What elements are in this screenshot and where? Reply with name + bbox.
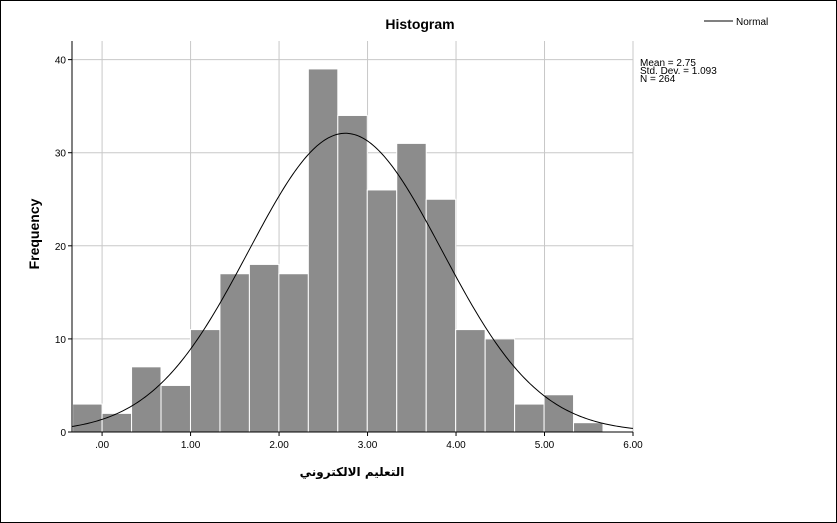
x-axis-label: التعليم الالكتروني xyxy=(300,465,405,480)
y-tick-label: 40 xyxy=(55,56,67,67)
histogram-bar xyxy=(543,394,575,433)
histogram-bar xyxy=(219,273,250,433)
x-tick-label: 2.00 xyxy=(269,440,289,451)
x-tick-label: 3.00 xyxy=(358,440,378,451)
y-axis-ticks: 0 10 20 30 40 xyxy=(55,56,72,439)
legend: Normal xyxy=(704,17,768,28)
stats-line: N = 264 xyxy=(640,74,676,85)
y-tick-label: 20 xyxy=(55,242,67,253)
histogram-bar xyxy=(573,422,604,433)
histogram-bar xyxy=(337,114,368,433)
histogram-bar xyxy=(160,384,191,433)
chart-title: Histogram xyxy=(385,16,454,32)
histogram-bar xyxy=(189,329,221,433)
histogram-bars xyxy=(72,68,604,433)
y-tick-label: 0 xyxy=(60,428,66,439)
x-tick-label: .00 xyxy=(95,440,109,451)
histogram-bar xyxy=(425,198,457,433)
x-tick-label: 5.00 xyxy=(535,440,555,451)
normal-curve xyxy=(71,132,634,429)
histogram-bar xyxy=(307,68,339,433)
x-axis-ticks: .00 1.00 2.00 3.00 4.00 5.00 6.00 xyxy=(95,432,643,451)
histogram-bar xyxy=(101,412,133,433)
histogram-bar xyxy=(131,366,162,433)
stats-line: Std. Dev. = 1.093 xyxy=(640,66,717,77)
x-tick-label: 1.00 xyxy=(181,440,201,451)
y-tick-label: 30 xyxy=(55,149,67,160)
histogram-bar xyxy=(455,329,486,433)
histogram-bar xyxy=(366,189,398,433)
histogram-bar xyxy=(248,263,280,433)
x-tick-label: 6.00 xyxy=(623,440,643,451)
histogram-bar xyxy=(72,403,103,433)
x-tick-label: 4.00 xyxy=(446,440,466,451)
histogram-bar xyxy=(484,338,516,433)
y-axis-label: Frequency xyxy=(26,198,42,269)
stats-line: Mean = 2.75 xyxy=(640,58,696,69)
histogram-bar xyxy=(278,273,309,433)
histogram-bar xyxy=(514,403,545,433)
histogram-bar xyxy=(396,142,427,433)
y-tick-label: 10 xyxy=(55,335,67,346)
legend-label-normal: Normal xyxy=(736,17,768,28)
